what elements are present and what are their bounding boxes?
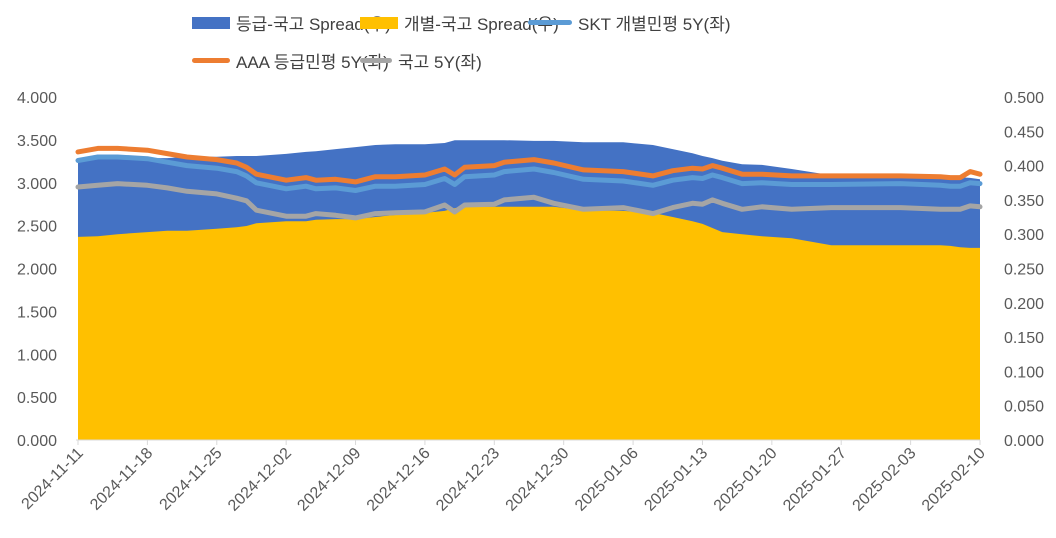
x-tick-label: 2025-01-13 [641, 445, 711, 515]
legend-label: 등급-국고 Spread(우) [236, 15, 391, 34]
y-right-tick-label: 0.250 [1004, 262, 1044, 279]
y-right-tick-label: 0.100 [1004, 364, 1044, 381]
legend-swatch [192, 16, 230, 29]
legend-swatch [192, 58, 230, 63]
y-right-tick-label: 0.000 [1004, 433, 1044, 450]
y-left-tick-label: 3.000 [17, 176, 57, 193]
legend-swatch [360, 58, 392, 63]
x-tick-label: 2024-12-02 [225, 445, 295, 515]
area-series-1 [78, 206, 980, 440]
y-left-tick-label: 3.500 [17, 133, 57, 150]
x-tick-label: 2025-02-03 [850, 445, 920, 515]
legend-label: 국고 5Y(좌) [398, 53, 482, 72]
x-tick-label: 2024-11-11 [19, 445, 87, 513]
x-tick-label: 2024-12-23 [433, 445, 503, 515]
y-right-tick-label: 0.350 [1004, 193, 1044, 210]
x-tick-label: 2025-01-06 [572, 445, 642, 515]
y-right-tick-label: 0.500 [1004, 90, 1044, 107]
x-tick-label: 2025-02-10 [919, 445, 989, 515]
legend-item-aaa: AAA 등급민평 5Y(좌) [192, 48, 389, 73]
y-left-tick-label: 2.500 [17, 219, 57, 236]
x-tick-label: 2024-11-25 [157, 445, 226, 514]
x-tick-label: 2025-01-20 [711, 445, 781, 515]
legend-swatch [528, 20, 572, 25]
y-left-tick-label: 0.000 [17, 433, 57, 450]
y-left-tick-label: 1.000 [17, 347, 57, 364]
y-left-tick-label: 2.000 [17, 262, 57, 279]
x-tick-label: 2024-12-16 [364, 445, 434, 515]
line-series-3 [75, 145, 983, 185]
y-right-tick-label: 0.300 [1004, 227, 1044, 244]
y-left-tick-label: 0.500 [17, 390, 57, 407]
x-tick-label: 2025-01-27 [780, 445, 850, 515]
x-tick-label: 2024-11-18 [87, 445, 156, 514]
legend-item-ktb: 국고 5Y(좌) [360, 48, 482, 73]
legend-item-individual-spread: 개별-국고 Spread(우) [360, 10, 559, 35]
line-series-4 [75, 181, 983, 221]
legend-label: 개별-국고 Spread(우) [404, 15, 559, 34]
x-tick-label: 2024-12-09 [294, 445, 364, 515]
y-right-tick-label: 0.400 [1004, 159, 1044, 176]
legend-item-grade-spread: 등급-국고 Spread(우) [192, 10, 391, 35]
legend-label: AAA 등급민평 5Y(좌) [236, 53, 389, 72]
legend-item-skt: SKT 개별민평 5Y(좌) [528, 10, 731, 35]
y-right-tick-label: 0.150 [1004, 330, 1044, 347]
y-left-tick-label: 1.500 [17, 304, 57, 321]
line-series-2 [75, 154, 983, 193]
y-right-tick-label: 0.450 [1004, 124, 1044, 141]
y-right-tick-label: 0.200 [1004, 296, 1044, 313]
x-tick-label: 2024-12-30 [503, 445, 573, 515]
y-right-tick-label: 0.050 [1004, 399, 1044, 416]
legend-label: SKT 개별민평 5Y(좌) [578, 15, 731, 34]
y-left-tick-label: 4.000 [17, 90, 57, 107]
legend-swatch [360, 16, 398, 29]
